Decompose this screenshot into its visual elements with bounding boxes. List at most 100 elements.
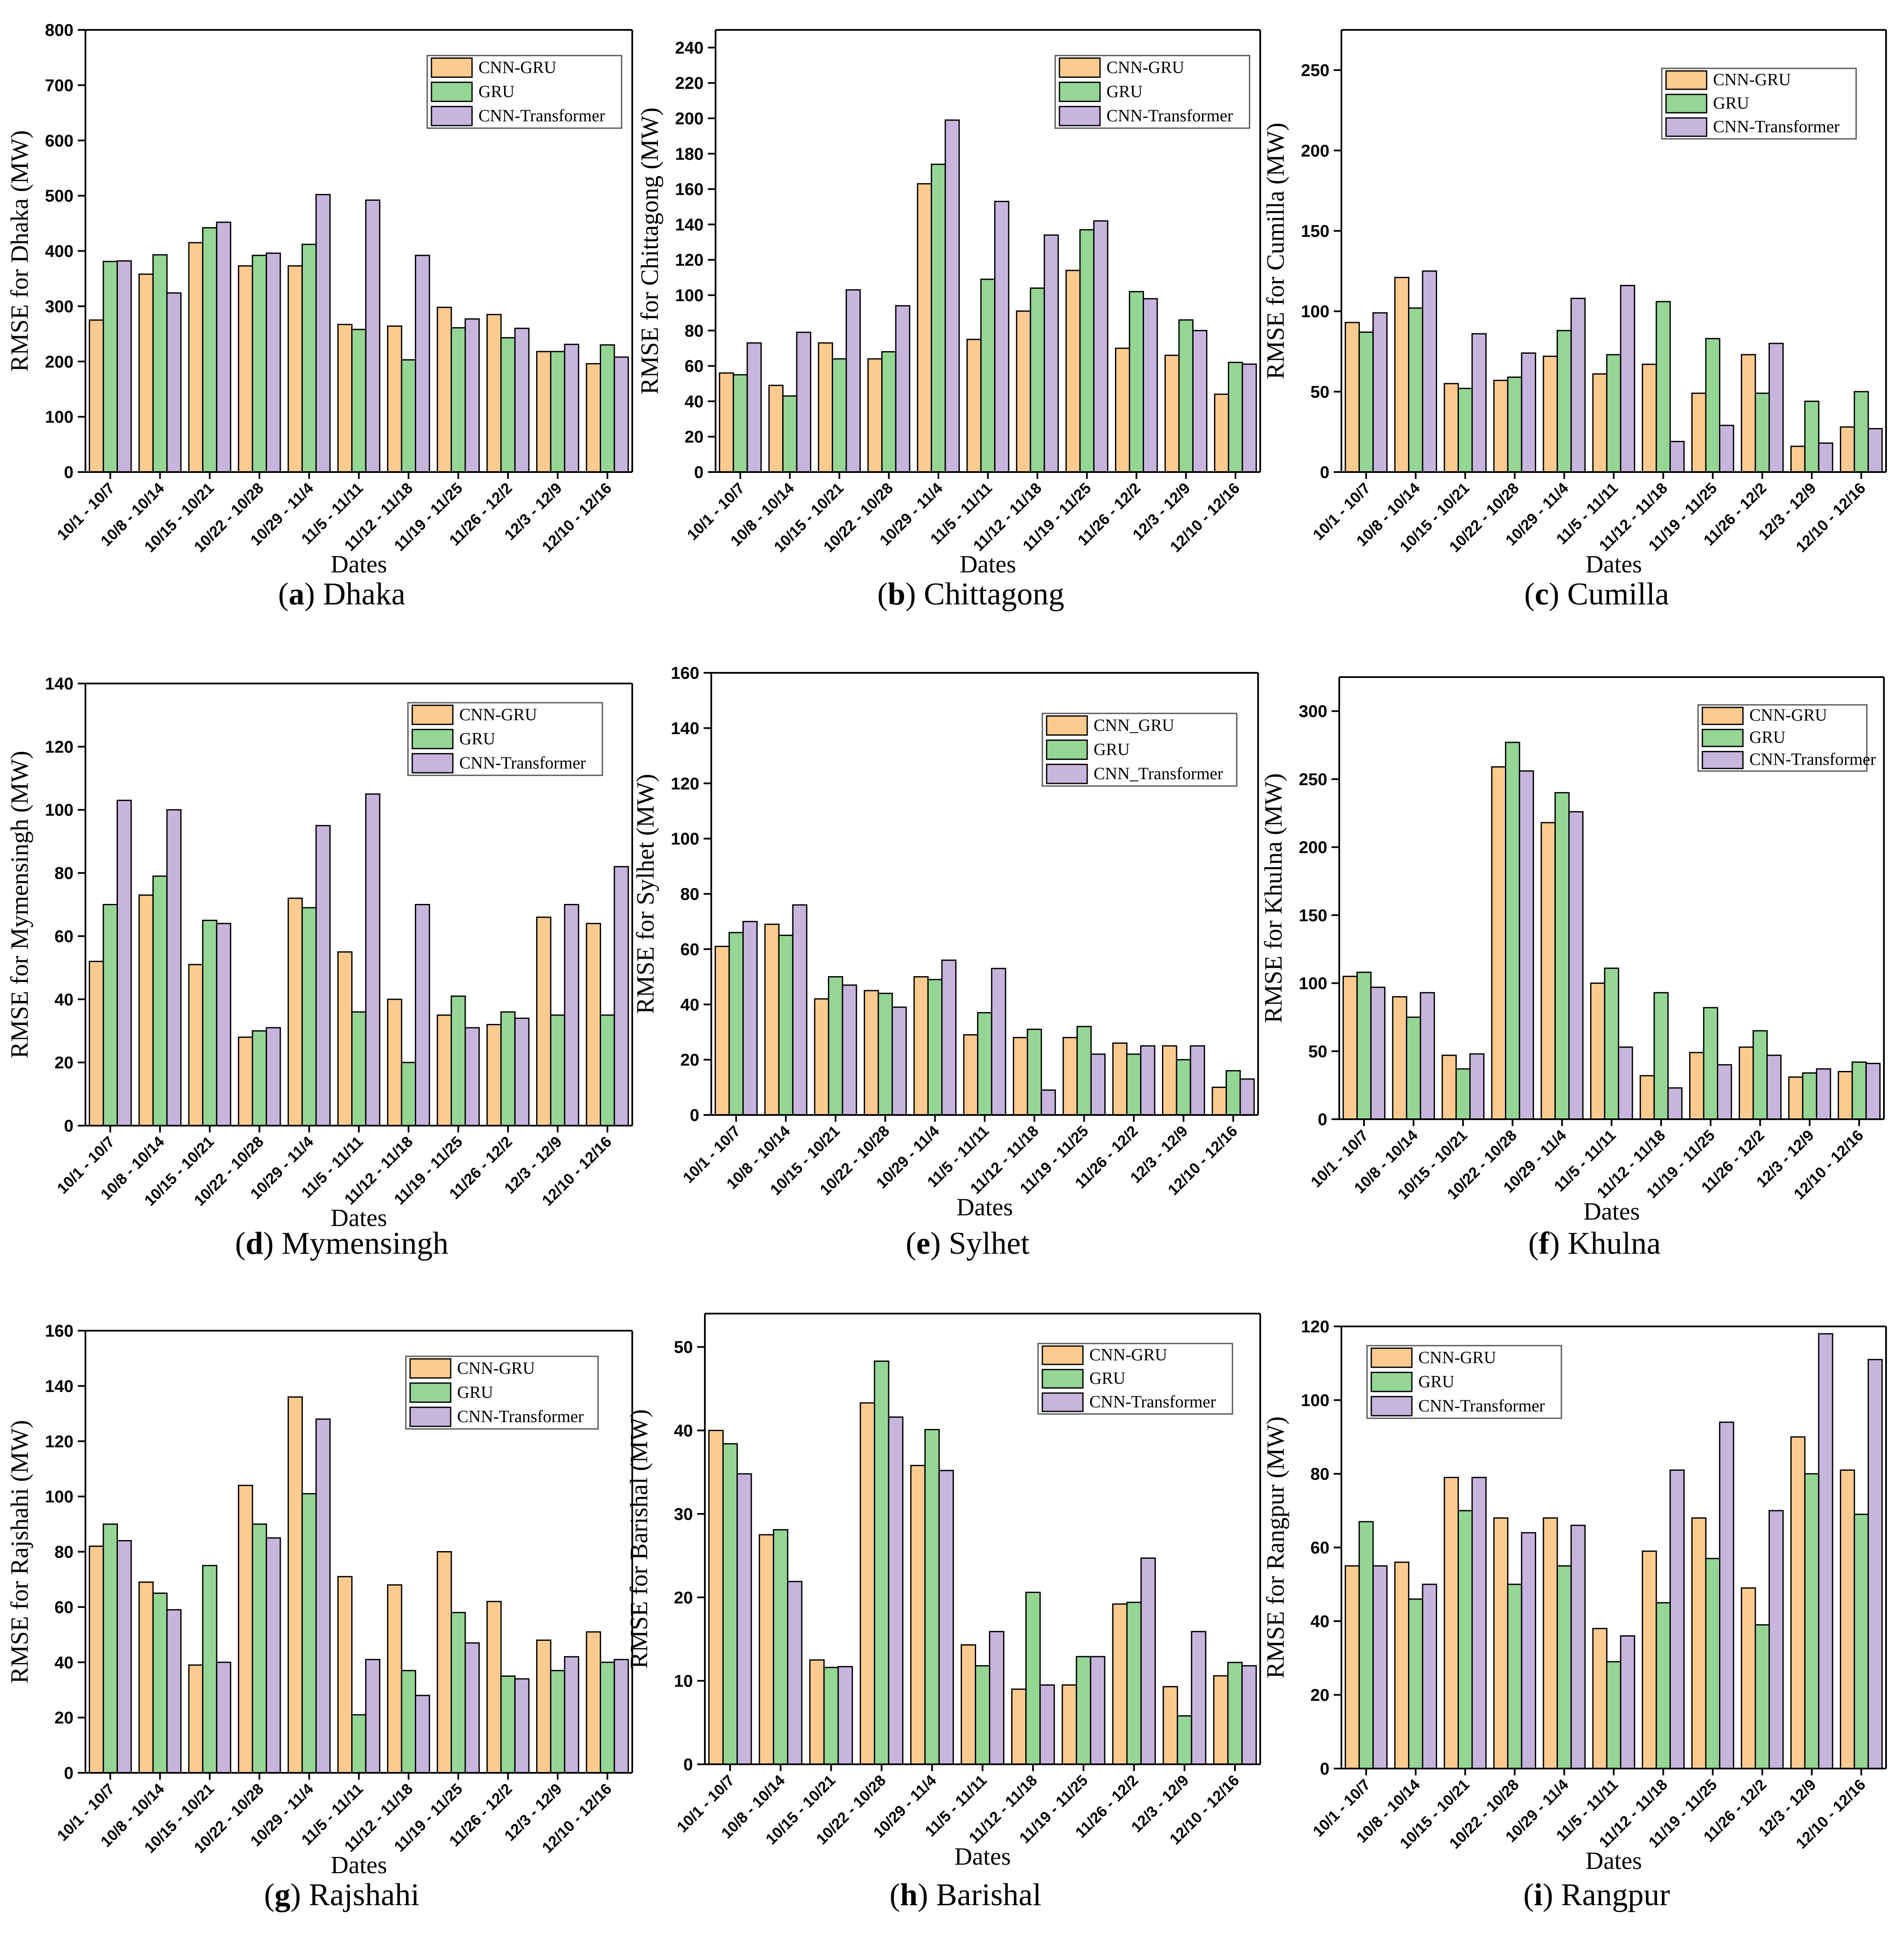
bar-h-s1-1 xyxy=(773,1529,789,1765)
ytick-label-c-0: 0 xyxy=(1320,463,1329,482)
bar-e-s2-5 xyxy=(991,968,1006,1116)
bar-f-s2-3 xyxy=(1519,770,1534,1120)
ytick-label-h-0: 0 xyxy=(684,1755,693,1774)
xlabel-f: Dates xyxy=(1583,1197,1640,1225)
ytick-label-g-4: 80 xyxy=(55,1543,74,1562)
bar-g-s0-8 xyxy=(486,1601,502,1774)
xlabel-h: Dates xyxy=(954,1842,1011,1870)
legend-swatch-h-1 xyxy=(1041,1369,1084,1389)
bar-i-s2-9 xyxy=(1818,1333,1834,1769)
bar-g-s1-9 xyxy=(550,1670,566,1774)
caption-city-f: Khulna xyxy=(1568,1226,1661,1261)
ytick-label-i-4: 80 xyxy=(1311,1465,1330,1484)
bar-a-s2-7 xyxy=(464,318,480,473)
ytick-label-h-5: 50 xyxy=(674,1338,693,1357)
ylabel-c: RMSE for Cumilla (MW) xyxy=(1262,123,1289,379)
ytick-label-b-0: 0 xyxy=(694,463,704,482)
bar-i-s2-2 xyxy=(1471,1477,1487,1769)
bar-g-s2-5 xyxy=(365,1659,381,1774)
xlabel-g: Dates xyxy=(331,1851,387,1879)
xlabel-e: Dates xyxy=(956,1193,1013,1221)
bar-h-s0-8 xyxy=(1112,1603,1128,1765)
ytick-label-h-3: 30 xyxy=(674,1505,693,1524)
legend-swatch-b-0 xyxy=(1059,57,1101,78)
bar-b-s1-7 xyxy=(1079,229,1095,473)
ytick-label-a-7: 700 xyxy=(45,76,73,95)
caption-city-g: Rajshahi xyxy=(309,1877,420,1913)
bar-g-s2-0 xyxy=(116,1540,132,1774)
legend-label-h-1: GRU xyxy=(1089,1369,1126,1388)
bar-d-s0-0 xyxy=(88,961,104,1126)
ytick-label-i-1: 20 xyxy=(1311,1686,1330,1705)
legend-swatch-f-1 xyxy=(1702,729,1744,747)
bar-i-s0-7 xyxy=(1691,1517,1707,1769)
bar-a-s1-4 xyxy=(301,243,317,473)
legend-swatch-e-2 xyxy=(1046,763,1088,784)
bar-b-s2-3 xyxy=(895,305,910,473)
ytick-label-a-8: 800 xyxy=(45,21,73,40)
bar-h-s2-4 xyxy=(938,1470,954,1765)
bar-f-s0-4 xyxy=(1540,822,1556,1120)
ytick-label-d-2: 40 xyxy=(55,990,74,1009)
ytick-label-a-2: 200 xyxy=(45,352,73,371)
bar-b-s0-4 xyxy=(917,183,932,473)
ytick-label-c-1: 50 xyxy=(1311,383,1330,402)
caption-close-h: ) xyxy=(918,1877,936,1913)
bar-i-s2-3 xyxy=(1521,1532,1536,1769)
ytick-label-e-8: 160 xyxy=(671,664,699,683)
bar-h-s1-6 xyxy=(1025,1592,1041,1765)
bar-b-s2-7 xyxy=(1093,220,1109,473)
bar-b-s2-1 xyxy=(796,331,812,473)
ytick-label-f-4: 200 xyxy=(1299,838,1327,857)
xlabel-i: Dates xyxy=(1585,1847,1642,1874)
bar-c-s0-7 xyxy=(1691,393,1707,473)
ytick-label-a-5: 500 xyxy=(45,187,73,205)
bar-i-s0-9 xyxy=(1790,1436,1806,1769)
caption-city-e: Sylhet xyxy=(949,1226,1030,1261)
bar-a-s1-0 xyxy=(103,261,118,473)
ytick-label-f-0: 0 xyxy=(1318,1110,1327,1129)
caption-open-g: ( xyxy=(264,1877,275,1913)
legend-swatch-h-2 xyxy=(1041,1392,1084,1412)
legend-label-a-2: CNN-Transformer xyxy=(478,106,605,125)
legend-label-d-0: CNN-GRU xyxy=(459,705,537,724)
bar-h-s1-4 xyxy=(924,1429,940,1765)
ytick-label-e-2: 40 xyxy=(681,995,700,1014)
legend-label-e-0: CNN_GRU xyxy=(1094,716,1174,735)
caption-close-e: ) xyxy=(930,1226,949,1261)
ytick-label-b-7: 140 xyxy=(675,215,704,234)
caption-letter-d: d xyxy=(246,1226,263,1261)
legend-label-b-2: CNN-Transformer xyxy=(1106,106,1233,125)
legend-label-c-2: CNN-Transformer xyxy=(1713,117,1839,136)
bar-e-s0-4 xyxy=(913,976,929,1116)
legend-swatch-b-2 xyxy=(1059,106,1101,126)
caption-close-f: ) xyxy=(1549,1226,1568,1261)
caption-letter-e: e xyxy=(916,1226,930,1261)
ytick-label-g-0: 0 xyxy=(64,1764,73,1783)
caption-letter-c: c xyxy=(1535,577,1549,612)
bar-c-s0-9 xyxy=(1790,446,1806,473)
bar-i-s0-2 xyxy=(1443,1477,1459,1769)
bar-i-s1-2 xyxy=(1458,1510,1473,1769)
bar-a-s1-7 xyxy=(450,327,466,473)
ytick-label-i-2: 40 xyxy=(1311,1612,1330,1631)
ylabel-a: RMSE for Dhaka (MW) xyxy=(6,130,33,372)
legend-swatch-d-0 xyxy=(411,704,454,725)
ytick-label-b-12: 240 xyxy=(675,38,704,57)
bar-h-s1-0 xyxy=(722,1443,738,1765)
caption-letter-g: g xyxy=(275,1877,290,1913)
legend-label-e-2: CNN_Transformer xyxy=(1094,764,1223,783)
caption-g: (g) Rajshahi xyxy=(264,1877,420,1913)
xlabel-a: Dates xyxy=(331,550,387,578)
bar-a-s1-5 xyxy=(351,329,367,473)
legend-swatch-c-0 xyxy=(1665,70,1707,90)
bar-e-s2-3 xyxy=(892,1006,907,1116)
bar-f-s2-2 xyxy=(1469,1053,1484,1120)
legend-swatch-c-2 xyxy=(1665,117,1707,137)
bar-i-s2-7 xyxy=(1719,1421,1734,1769)
ytick-label-g-1: 20 xyxy=(55,1709,74,1728)
ytick-label-i-5: 100 xyxy=(1301,1391,1329,1410)
